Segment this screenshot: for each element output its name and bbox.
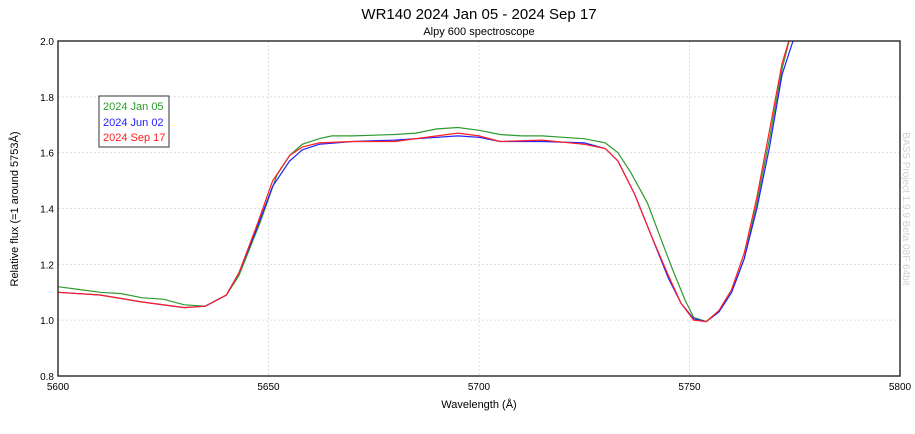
y-tick-label: 0.8 [40,372,54,383]
series-line-2024-jun-02 [58,41,794,323]
series-line-2024-jan-05 [58,41,790,323]
series-line-2024-sep-17 [58,41,790,323]
legend-entry: 2024 Jun 02 [103,117,164,129]
x-tick-label: 5650 [257,382,280,393]
watermark: BASS Project 1.9.9 Beta 08F 64bit [900,132,911,286]
legend: 2024 Jan 05 2024 Jun 02 2024 Sep 17 [98,95,170,148]
x-tick-label: 5750 [678,382,701,393]
chart-title: WR140 2024 Jan 05 - 2024 Sep 17 [361,6,596,23]
x-tick-label: 5600 [47,382,70,393]
x-tick-label: 5700 [468,382,491,393]
chart-subtitle: Alpy 600 spectroscope [423,26,534,38]
y-tick-label: 1.0 [40,316,54,327]
legend-entry: 2024 Sep 17 [103,132,165,144]
y-tick-label: 1.2 [40,260,54,271]
legend-box [98,95,170,148]
x-tick-label: 5800 [889,382,912,393]
y-tick-label: 1.6 [40,149,54,160]
x-axis-label: Wavelength (Å) [441,398,516,411]
y-tick-label: 1.4 [40,205,54,216]
legend-entry: 2024 Jan 05 [103,101,164,113]
plot-frame [57,40,901,377]
y-axis-label: Relative flux (=1 around 5753Å) [8,131,21,286]
y-tick-label: 2.0 [40,37,54,48]
y-tick-label: 1.8 [40,93,54,104]
